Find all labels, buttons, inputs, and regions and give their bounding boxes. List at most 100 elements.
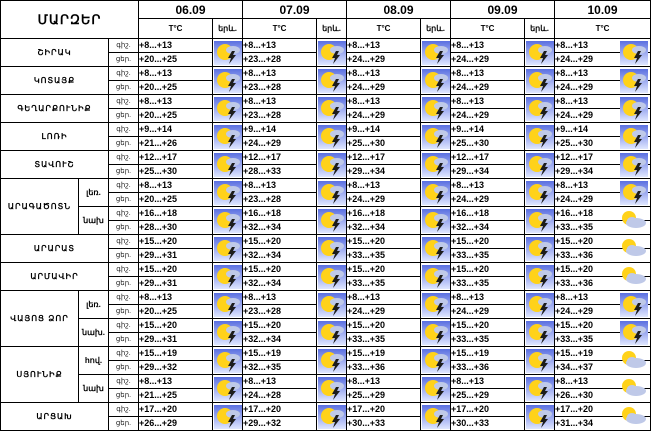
region-header: ՄԱՐԶԵՐ <box>0 0 140 39</box>
time-of-day-label: ցեր. <box>107 248 140 263</box>
weather-icon-day5 <box>620 41 649 69</box>
temperature-cell: +33...+35 <box>450 332 526 347</box>
weather-cell <box>316 150 348 179</box>
thunderstorm-icon <box>317 208 346 233</box>
weather-cell <box>316 206 348 235</box>
temperature-cell: +33...+35 <box>450 248 526 263</box>
temperature-cell: +33...+36 <box>450 360 526 375</box>
weather-cell <box>316 66 348 95</box>
thunderstorm-icon <box>213 152 242 177</box>
time-of-day-label: գիշ. <box>107 206 140 221</box>
temperature-cell: +15...+20 <box>242 234 318 249</box>
time-of-day-label: ցեր. <box>107 52 140 67</box>
weather-cell <box>316 290 348 319</box>
weather-cell <box>524 94 556 123</box>
temperature-cell: +15...+20 <box>138 318 214 333</box>
time-of-day-label: ցեր. <box>107 388 140 403</box>
thunderstorm-icon <box>620 181 649 205</box>
partly-cloudy-icon <box>622 379 647 396</box>
forecast-row: ցեր. +28...+30 +32...+34 +32...+34 +32...+34… <box>1 220 651 235</box>
forecast-row: ցեր. +20...+25 +23...+28 +24...+29 +24...+29… <box>1 80 651 95</box>
temperature-cell: +24...+29 <box>450 108 526 123</box>
temperature-cell: +8...+13 <box>346 178 422 193</box>
temperature-cell: +15...+20 <box>554 262 651 284</box>
temperature-cell: +15...+20 <box>450 262 526 277</box>
temperature-cell: +8...+13 <box>346 38 422 53</box>
partly-cloudy-icon <box>622 267 647 284</box>
temperature-cell: +25...+30 <box>450 136 526 151</box>
thunderstorm-icon <box>421 68 450 93</box>
temperature-cell: +25...+30 <box>138 164 214 179</box>
time-of-day-label: գիշ. <box>107 290 140 305</box>
thunderstorm-icon <box>525 376 554 401</box>
weather-icon-day5 <box>618 349 648 375</box>
time-of-day-label: ցեր. <box>107 80 140 95</box>
forecast-row: ՇԻՐԱԿ գիշ. +8...+13 +8...+13 +8...+13 +8...+1… <box>0 38 651 67</box>
temperature-cell: +23...+28 <box>242 108 318 123</box>
weather-icon-day5 <box>620 69 649 97</box>
temperature-cell: +20...+25 <box>138 304 214 319</box>
weather-cell <box>212 318 244 347</box>
temperature-cell: +24...+29 <box>450 52 526 67</box>
temperature-cell: +9...+14 <box>346 122 422 137</box>
temperature-cell: +12...+17 <box>554 150 651 177</box>
temperature-cell: +8...+13 <box>138 38 214 53</box>
weather-cell <box>420 402 452 431</box>
temp-column-label: T°C <box>450 18 526 39</box>
time-of-day-label: գիշ. <box>107 94 140 109</box>
thunderstorm-icon <box>525 180 554 205</box>
time-of-day-label: գիշ. <box>107 318 140 333</box>
temp-column-label: T°C <box>346 18 422 39</box>
weather-cell <box>420 290 452 319</box>
temperature-cell: +32...+34 <box>242 332 318 347</box>
thunderstorm-icon <box>317 348 346 373</box>
temperature-cell: +33...+36 <box>346 360 422 375</box>
temp-column-label: T°C <box>242 18 318 39</box>
temperature-cell: +8...+13 <box>346 290 422 305</box>
temperature-cell: +24...+29 <box>346 52 422 67</box>
region-name: ՎԱՅՈՑ ՁՈՐ <box>0 290 79 347</box>
temperature-cell: +15...+19 <box>242 346 318 361</box>
date-header-1: 06.09 <box>138 0 244 19</box>
temperature-cell: +29...+31 <box>138 248 214 263</box>
subzone-label: hով. <box>78 346 109 375</box>
thunderstorm-icon <box>525 124 554 149</box>
temperature-cell: +15...+20 <box>242 318 318 333</box>
thunderstorm-icon <box>421 96 450 121</box>
temperature-cell: +24...+29 <box>450 80 526 95</box>
weather-cell <box>316 318 348 347</box>
temperature-cell: +12...+17 <box>242 150 318 165</box>
forecast-row: ԿՈՏԱՅՔ գիշ. +8...+13 +8...+13 +8...+13 +8...+… <box>0 66 651 95</box>
weather-cell <box>316 346 348 375</box>
time-of-day-label: գիշ. <box>107 402 140 417</box>
thunderstorm-icon <box>421 348 450 373</box>
region-name: ԱՐՑԱԽ <box>0 402 109 431</box>
weather-cell <box>524 38 556 67</box>
forecast-row: նախ գիշ. +16...+18 +16...+18 +16...+18 +16...… <box>1 206 651 235</box>
temperature-cell: +16...+18 <box>346 206 422 221</box>
thunderstorm-icon <box>317 292 346 317</box>
temperature-cell: +12...+17 <box>138 150 214 165</box>
region-name: ԱՐԱՐԱՏ <box>0 234 109 263</box>
weather-icon-day5 <box>618 237 648 263</box>
temperature-cell: +8...+13 <box>242 374 318 389</box>
forecast-row: նախ գիշ. +8...+13 +8...+13 +8...+13 +8...+13 +… <box>1 374 651 403</box>
weather-cell <box>524 318 556 347</box>
thunderstorm-icon <box>525 236 554 261</box>
temperature-cell: +8...+13 <box>138 290 214 305</box>
weather-icon-day5 <box>620 293 649 321</box>
weather-cell <box>316 122 348 151</box>
thunderstorm-icon <box>213 124 242 149</box>
temperature-cell: +24...+29 <box>346 80 422 95</box>
weather-cell <box>212 178 244 207</box>
time-of-day-label: ցեր. <box>107 108 140 123</box>
thunderstorm-icon <box>525 320 554 345</box>
weather-cell <box>524 66 556 95</box>
date-header-2: 07.09 <box>242 0 348 19</box>
thunderstorm-icon <box>525 152 554 177</box>
temperature-cell: +16...+18 <box>242 206 318 221</box>
temperature-cell: +15...+20 <box>242 262 318 277</box>
region-name: ԿՈՏԱՅՔ <box>0 66 109 95</box>
forecast-row: ՎԱՅՈՑ ՁՈՐ լեռ. գիշ. +8...+13 +8...+13 +8...+1… <box>0 290 651 347</box>
temperature-cell: +8...+13 <box>554 38 651 65</box>
